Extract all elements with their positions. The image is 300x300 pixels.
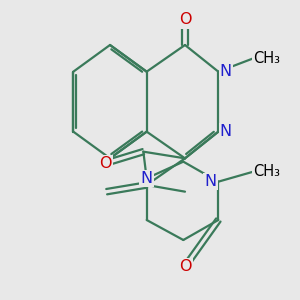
Text: N: N — [220, 64, 232, 79]
Text: CH₃: CH₃ — [253, 51, 280, 66]
Text: N: N — [205, 174, 217, 189]
Text: O: O — [179, 259, 191, 274]
Text: O: O — [99, 156, 111, 171]
Text: N: N — [141, 171, 153, 186]
Text: O: O — [179, 13, 191, 28]
Text: CH₃: CH₃ — [253, 164, 280, 179]
Text: N: N — [220, 124, 232, 139]
